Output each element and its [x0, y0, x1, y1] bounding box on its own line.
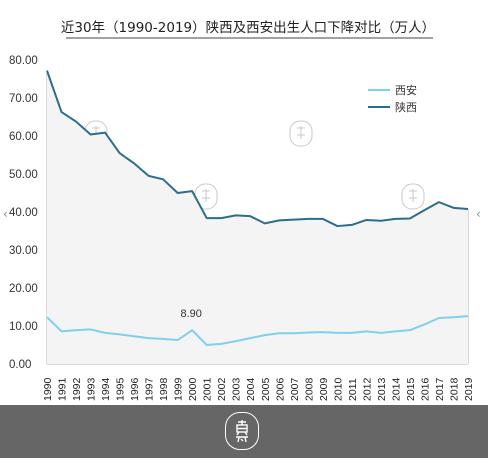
- y-tick-label: 10.00: [9, 321, 38, 333]
- x-tick-label: 2014: [390, 377, 402, 401]
- x-tick-label: 2015: [405, 377, 417, 401]
- seal-icon: [225, 412, 259, 450]
- chevron-left-icon[interactable]: ‹: [3, 207, 8, 221]
- annotations: 8.90: [180, 308, 201, 320]
- x-tick-label: 1990: [42, 377, 54, 401]
- y-tick-label: 50.00: [9, 169, 38, 181]
- chevron-right-icon[interactable]: ‹: [476, 207, 481, 221]
- seal-glyph-icon: [236, 420, 248, 443]
- x-tick-label: 1999: [173, 377, 185, 401]
- x-tick-label: 1992: [71, 377, 83, 401]
- x-tick-label: 2017: [434, 377, 446, 401]
- x-tick-label: 2008: [303, 377, 315, 401]
- x-tick-label: 1998: [158, 377, 170, 401]
- x-tick-label: 2000: [187, 377, 199, 401]
- legend-label: 陕西: [395, 100, 417, 114]
- y-tick-label: 60.00: [9, 131, 38, 143]
- x-axis-ticks: 1990 1991 1992 1993 1994 1995 1996 1997 1998 1999…: [42, 377, 475, 401]
- y-tick-label: 40.00: [9, 207, 38, 219]
- x-tick-label: 2013: [376, 377, 388, 401]
- x-tick-label: 2003: [231, 377, 243, 401]
- x-tick-label: 2011: [347, 378, 359, 401]
- x-tick-label: 1997: [144, 377, 156, 401]
- x-tick-label: 2005: [260, 377, 272, 401]
- x-tick-label: 2007: [289, 377, 301, 401]
- series-line: [46, 70, 469, 228]
- x-tick-label: 1996: [129, 377, 141, 401]
- area-under-series: [47, 70, 468, 364]
- x-tick-label: 2002: [216, 377, 228, 401]
- x-tick-label: 1994: [100, 377, 112, 401]
- y-tick-label: 30.00: [9, 245, 38, 257]
- x-tick-label: 2001: [202, 377, 214, 401]
- series-line: [46, 315, 469, 346]
- x-tick-label: 1995: [115, 377, 127, 401]
- watermark-seal-icon: [289, 120, 313, 147]
- area-fill: [47, 70, 468, 364]
- x-tick-label: 2016: [419, 377, 431, 401]
- x-tick-label: 2009: [318, 377, 330, 401]
- x-tick-label: 1991: [57, 377, 69, 401]
- x-tick-label: 2018: [448, 377, 460, 401]
- y-tick-label: 70.00: [9, 93, 38, 105]
- x-tick-label: 2012: [361, 377, 373, 401]
- line-chart: 近30年（1990-2019）陕西及西安出生人口下降对比（万人） 0.00 10.…: [9, 20, 475, 401]
- data-label: 8.90: [180, 308, 201, 320]
- watermark-seal-icon: [401, 183, 425, 210]
- legend-label: 西安: [395, 83, 417, 97]
- series-lines: [46, 70, 469, 346]
- y-tick-label: 20.00: [9, 283, 38, 295]
- chart-title: 近30年（1990-2019）陕西及西安出生人口下降对比（万人）: [61, 20, 435, 36]
- x-tick-label: 2006: [274, 377, 286, 401]
- y-tick-label: 0.00: [9, 359, 31, 371]
- x-tick-label: 2019: [463, 377, 475, 401]
- y-axis-ticks: 0.00 10.00 20.00 30.00 40.00 50.00 60.00 70.00 8…: [9, 55, 38, 371]
- x-tick-label: 2010: [332, 377, 344, 401]
- x-tick-label: 2004: [245, 377, 257, 401]
- y-tick-label: 80.00: [9, 55, 38, 67]
- x-tick-label: 1993: [86, 377, 98, 401]
